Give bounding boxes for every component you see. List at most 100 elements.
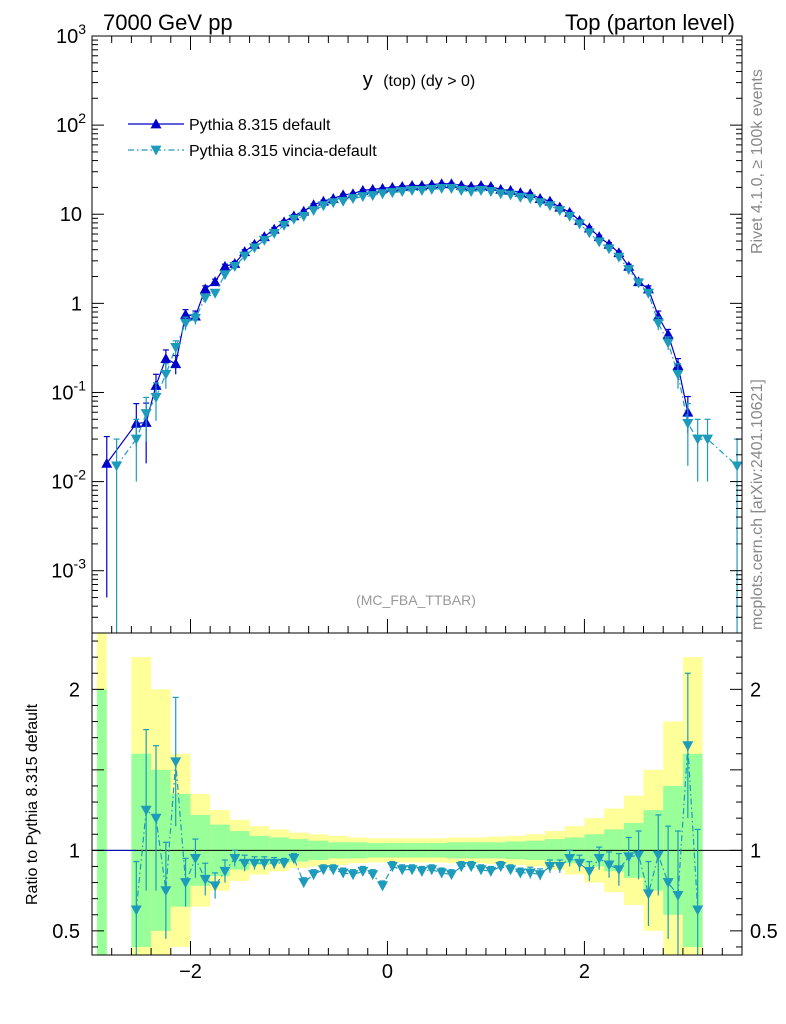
ratio-point <box>534 870 546 880</box>
ratio-point <box>642 889 654 900</box>
data-point <box>702 434 714 445</box>
data-point <box>662 338 674 349</box>
data-point <box>633 278 645 289</box>
data-point <box>652 310 664 321</box>
data-point <box>524 194 536 205</box>
ratio-point <box>426 865 438 876</box>
data-point <box>554 206 566 217</box>
data-point <box>308 206 320 217</box>
ratio-point <box>180 878 192 889</box>
data-point <box>495 189 507 200</box>
data-point <box>386 188 398 199</box>
plot-title-rest: (top) (dy > 0) <box>383 73 475 90</box>
data-point <box>298 211 310 222</box>
data-point <box>505 190 517 201</box>
axes: 10-3 10-2 10-1 1 10 102 103 −2 0 2 0.5 0.5 1 1 2 2 <box>51 21 778 983</box>
data-point <box>357 192 369 203</box>
data-point <box>337 189 349 200</box>
data-point <box>278 220 290 231</box>
ratio-point <box>406 865 418 876</box>
data-point <box>377 189 389 200</box>
ratio-point <box>337 868 349 879</box>
ratio-point <box>554 862 566 872</box>
data-point <box>367 191 379 202</box>
ratio-point <box>199 874 211 885</box>
data-point <box>593 237 605 248</box>
data-point <box>347 194 359 205</box>
ratio-panel-data <box>92 672 704 955</box>
data-point <box>514 192 526 203</box>
data-point <box>170 358 182 369</box>
ratio-point <box>347 870 359 880</box>
data-point <box>209 276 221 287</box>
data-point <box>288 214 300 225</box>
main-panel-data <box>101 178 742 633</box>
ratio-point <box>327 865 339 876</box>
ratio-point <box>308 870 320 880</box>
data-point <box>642 288 654 299</box>
ratio-point <box>623 852 635 863</box>
legend-label-vincia: Pythia 8.315 vincia-default <box>189 143 377 160</box>
data-point <box>623 265 635 275</box>
data-point <box>268 228 280 239</box>
ratio-point <box>574 858 585 869</box>
data-point <box>111 461 123 472</box>
plot-title: y (top) (dy > 0) <box>363 69 475 91</box>
series-line-vincia <box>116 187 738 467</box>
ratio-point <box>583 866 595 877</box>
data-point <box>406 186 418 196</box>
ratio-point <box>455 862 467 872</box>
data-point <box>327 198 339 209</box>
ratio-y-tick-label-right: 2 <box>750 679 761 701</box>
data-point <box>426 184 438 195</box>
ratio-point <box>258 858 270 869</box>
y-tick-label: 102 <box>56 110 86 137</box>
ratio-point <box>672 891 684 901</box>
series-line-default <box>106 183 689 464</box>
ratio-point <box>239 858 251 869</box>
ratio-point <box>377 881 389 892</box>
data-point <box>180 308 192 319</box>
y-tick-label: 103 <box>56 21 86 48</box>
ratio-point <box>544 862 556 872</box>
data-point <box>317 201 329 212</box>
data-point <box>475 186 487 196</box>
ratio-point <box>219 866 231 877</box>
ratio-point <box>288 854 300 864</box>
ratio-point <box>662 878 674 889</box>
y-tick-label: 1 <box>71 293 82 315</box>
data-point <box>583 228 595 239</box>
data-point <box>416 186 428 196</box>
ratio-y-tick-label-left: 2 <box>69 679 80 701</box>
ratio-point <box>485 866 497 877</box>
header-right-label: Top (parton level) <box>565 10 735 35</box>
x-tick-label: −2 <box>179 961 202 983</box>
legend: Pythia 8.315 default Pythia 8.315 vincia… <box>128 117 377 160</box>
ratio-point <box>298 878 310 889</box>
side-label-rivet: Rivet 4.1.0, ≥ 100k events <box>749 69 766 254</box>
data-point <box>652 318 664 329</box>
ratio-point <box>436 868 448 879</box>
ratio-point <box>278 858 290 869</box>
data-point <box>219 270 231 281</box>
band-inner-bin <box>96 689 107 955</box>
y-tick-label: 10-2 <box>51 467 86 494</box>
data-point <box>544 201 556 212</box>
header-left-label: 7000 GeV pp <box>103 10 233 35</box>
legend-label-default: Pythia 8.315 default <box>189 117 331 134</box>
data-point <box>189 313 201 324</box>
x-tick-label: 0 <box>382 961 393 983</box>
ratio-point <box>130 905 142 916</box>
ratio-point <box>140 805 152 816</box>
ratio-y-tick-label-right: 1 <box>750 840 761 862</box>
ratio-point <box>150 813 162 824</box>
ratio-point <box>445 870 457 880</box>
plot-title-main: y <box>363 69 373 91</box>
ratio-point <box>386 862 398 872</box>
legend-marker-default <box>150 118 162 129</box>
legend-marker-vincia <box>150 145 162 156</box>
ratio-point <box>593 854 605 864</box>
data-point <box>436 183 448 194</box>
ratio-point <box>613 865 625 876</box>
data-point <box>258 235 270 246</box>
